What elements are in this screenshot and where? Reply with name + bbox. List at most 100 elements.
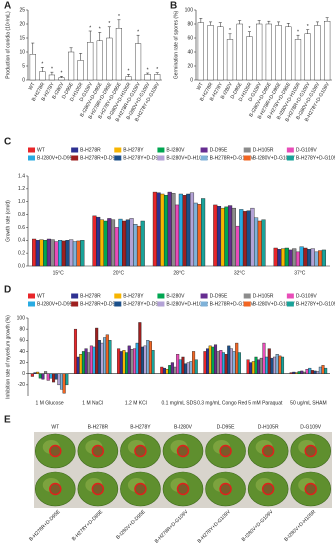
bar	[114, 227, 119, 267]
bar	[41, 373, 45, 380]
x-tick-label: 20°C	[113, 270, 125, 276]
bar	[295, 251, 301, 267]
bar	[154, 74, 161, 81]
bar	[259, 357, 263, 374]
bar	[65, 373, 69, 386]
bar	[151, 350, 155, 374]
bar	[226, 39, 234, 81]
bar	[299, 246, 304, 267]
bar	[48, 74, 56, 81]
bar	[136, 225, 142, 267]
bar	[84, 348, 88, 374]
y-tick-label: 0.6	[18, 225, 25, 231]
bar	[54, 373, 58, 380]
bar	[165, 369, 169, 374]
bar	[267, 348, 271, 374]
y-tick-label: 100	[185, 7, 194, 13]
bar	[262, 342, 266, 374]
lesion-ring	[176, 444, 190, 458]
bar	[216, 206, 222, 267]
y-tick-label: 60	[187, 35, 193, 41]
legend-swatch	[28, 155, 35, 161]
bar	[213, 344, 218, 374]
bar	[250, 207, 255, 267]
legend-label: B-I280V+D-G109V	[253, 301, 295, 307]
bar	[50, 239, 55, 267]
lesion-ring	[261, 482, 275, 496]
bar	[203, 351, 207, 374]
bar	[32, 238, 37, 267]
bar	[219, 350, 223, 374]
bar	[122, 220, 127, 267]
legend-label: D-G109V	[296, 147, 318, 153]
legend-label: D-G109V	[296, 293, 318, 299]
legend-swatch	[286, 155, 294, 161]
lesion-ring	[219, 444, 232, 458]
lesion-ring	[304, 482, 317, 496]
y-tick-label: 100	[17, 315, 26, 321]
bar	[69, 239, 74, 267]
significance-mark: *	[307, 24, 309, 30]
x-tick-label: WT	[196, 82, 205, 92]
panel-label: A	[4, 1, 11, 12]
y-tick-label: 25	[19, 7, 25, 13]
bar	[294, 372, 299, 374]
bar	[208, 345, 212, 374]
legend-label: B-H278Y+D-G109V	[296, 155, 335, 161]
legend-label: B-H278Y	[123, 147, 144, 153]
bar	[103, 337, 107, 374]
bar	[160, 366, 164, 374]
panel-label: B	[170, 1, 177, 12]
bar	[206, 348, 210, 374]
bar	[130, 349, 134, 374]
bar	[221, 352, 225, 374]
bar	[73, 328, 78, 374]
bar	[249, 362, 253, 374]
y-tick-label: 0.4	[18, 238, 25, 244]
y-tick-label: 1.4	[18, 173, 25, 179]
bar	[110, 219, 116, 267]
legend-swatch	[114, 147, 122, 153]
legend-swatch	[114, 155, 122, 161]
significance-mark: *	[147, 67, 149, 73]
y-tick-label: 40	[187, 49, 193, 55]
bar	[99, 219, 104, 267]
bar	[96, 40, 103, 81]
significance-mark: *	[156, 67, 158, 73]
x-tick-label: WT	[28, 82, 37, 92]
y-tick-label: 80	[187, 21, 193, 27]
bar	[33, 372, 37, 374]
legend-swatch	[28, 301, 35, 307]
bar	[173, 366, 177, 374]
legend-label: B-H278R	[80, 293, 101, 299]
legend-label: WT	[37, 293, 45, 299]
y-tick-label: 20	[19, 21, 25, 27]
bar	[192, 351, 196, 374]
bar	[133, 224, 138, 267]
bar	[119, 351, 123, 374]
bar	[189, 361, 193, 374]
lesion-ring	[91, 482, 105, 496]
bar	[143, 345, 147, 374]
bar	[275, 354, 279, 374]
bar	[36, 371, 40, 374]
x-tick-label: 50 ug/mL SHAM	[290, 400, 327, 406]
bar	[254, 356, 258, 374]
legend-swatch	[286, 293, 294, 299]
y-tick-label: 0.2	[18, 250, 25, 256]
significance-mark: *	[99, 27, 101, 33]
y-tick-label: 0.0	[18, 263, 25, 269]
y-tick-label: 15	[19, 35, 25, 41]
legend-label: D-H105R	[253, 293, 274, 299]
bar	[115, 28, 123, 81]
bar	[38, 373, 42, 379]
y-axis-label: Production of conidia (10⁵/mL)	[5, 11, 11, 79]
strain-label: D-H105R	[258, 424, 279, 430]
legend-swatch	[243, 155, 251, 161]
bar	[146, 340, 150, 374]
legend-swatch	[114, 293, 122, 299]
bar	[261, 219, 266, 267]
bar	[168, 365, 172, 374]
bar	[302, 371, 306, 374]
